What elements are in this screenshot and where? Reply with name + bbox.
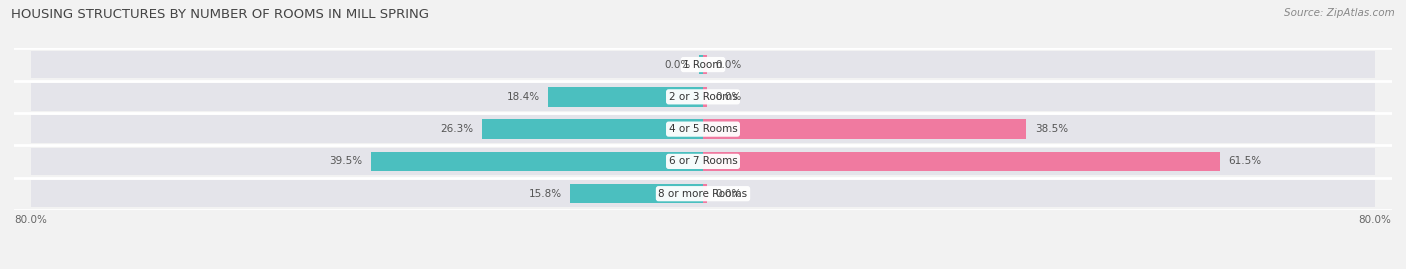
- Text: 39.5%: 39.5%: [329, 156, 363, 167]
- Bar: [482, 119, 703, 139]
- Bar: [703, 180, 1375, 207]
- Bar: [31, 148, 703, 175]
- Bar: [703, 83, 1375, 111]
- Bar: [699, 55, 703, 74]
- Bar: [703, 115, 1375, 143]
- Bar: [31, 115, 703, 143]
- Bar: [31, 83, 703, 111]
- Text: 26.3%: 26.3%: [440, 124, 474, 134]
- Bar: [703, 148, 1375, 175]
- Bar: [703, 119, 1026, 139]
- Bar: [703, 55, 707, 74]
- Text: 0.0%: 0.0%: [664, 59, 690, 70]
- Text: 4 or 5 Rooms: 4 or 5 Rooms: [669, 124, 737, 134]
- Bar: [703, 184, 707, 203]
- Text: 61.5%: 61.5%: [1227, 156, 1261, 167]
- Text: Source: ZipAtlas.com: Source: ZipAtlas.com: [1284, 8, 1395, 18]
- Text: 8 or more Rooms: 8 or more Rooms: [658, 189, 748, 199]
- Text: 38.5%: 38.5%: [1035, 124, 1069, 134]
- Text: 0.0%: 0.0%: [716, 92, 742, 102]
- Text: 18.4%: 18.4%: [508, 92, 540, 102]
- Text: 0.0%: 0.0%: [716, 59, 742, 70]
- Text: 15.8%: 15.8%: [529, 189, 562, 199]
- Text: 1 Room: 1 Room: [683, 59, 723, 70]
- Bar: [31, 51, 703, 78]
- Text: 2 or 3 Rooms: 2 or 3 Rooms: [669, 92, 737, 102]
- Bar: [571, 184, 703, 203]
- Text: 0.0%: 0.0%: [716, 189, 742, 199]
- Bar: [31, 180, 703, 207]
- Bar: [703, 152, 1219, 171]
- Bar: [703, 51, 1375, 78]
- Bar: [548, 87, 703, 107]
- Text: 6 or 7 Rooms: 6 or 7 Rooms: [669, 156, 737, 167]
- Bar: [703, 87, 707, 107]
- Text: HOUSING STRUCTURES BY NUMBER OF ROOMS IN MILL SPRING: HOUSING STRUCTURES BY NUMBER OF ROOMS IN…: [11, 8, 429, 21]
- Bar: [371, 152, 703, 171]
